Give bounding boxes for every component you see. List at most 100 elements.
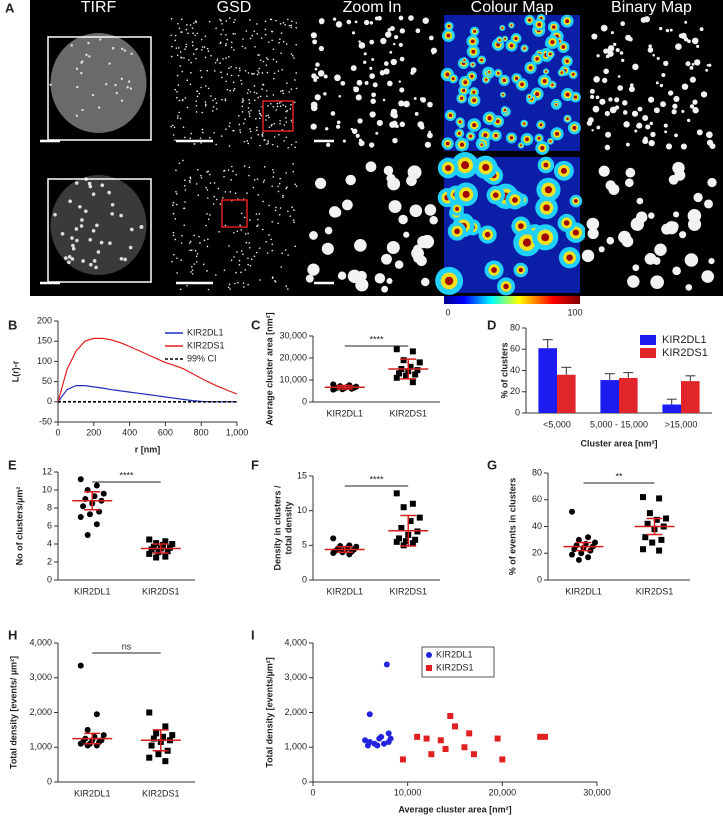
image-speck: [295, 185, 298, 188]
data-point: [416, 514, 423, 521]
image-speck: [268, 116, 270, 119]
image-speck: [75, 67, 79, 71]
image-speck: [257, 194, 260, 196]
image-speck: [342, 199, 353, 211]
image-speck: [178, 27, 181, 30]
image-speck: [271, 185, 273, 188]
image-speck: [268, 41, 270, 43]
image-speck: [187, 32, 189, 35]
image-speck: [267, 114, 269, 117]
data-point: [100, 732, 107, 739]
image-speck: [324, 226, 333, 235]
image-speck: [180, 242, 183, 244]
image-speck: [253, 91, 256, 94]
image-speck: [685, 61, 691, 67]
x-tick-label: KIR2DL1: [74, 788, 111, 798]
image-speck: [276, 105, 279, 108]
x-tick-label: 200: [86, 427, 101, 437]
image-speck: [285, 110, 287, 113]
image-speck: [232, 21, 235, 24]
legend-label: KIR2DS1: [436, 662, 474, 672]
image-speck: [200, 177, 203, 179]
image-speck: [243, 286, 245, 288]
x-tick-label: KIR2DS1: [142, 586, 180, 596]
image-speck: [590, 94, 595, 100]
data-point: [162, 553, 169, 560]
data-point: [461, 744, 468, 751]
image-speck: [371, 92, 377, 98]
heat-blob: [573, 95, 578, 99]
label-mask: [0, 14, 30, 296]
image-speck: [325, 127, 329, 131]
data-point: [393, 490, 400, 497]
image-speck: [312, 39, 318, 45]
image-speck: [217, 187, 220, 190]
image-speck: [681, 83, 689, 90]
image-speck: [285, 121, 288, 123]
image-speck: [276, 102, 279, 105]
image-speck: [239, 129, 241, 131]
heat-blob: [472, 98, 476, 103]
image-speck: [634, 129, 638, 133]
image-speck: [258, 112, 261, 115]
image-speck: [605, 131, 612, 138]
image-speck: [587, 227, 599, 240]
image-speck: [693, 192, 703, 203]
heat-blob: [462, 88, 466, 93]
data-point: [437, 737, 444, 744]
image-speck: [210, 95, 212, 97]
data-point: [575, 556, 582, 563]
data-point: [400, 357, 407, 364]
image-speck: [353, 86, 360, 93]
data-point: [93, 482, 100, 489]
image-speck: [119, 213, 123, 218]
data-point: [153, 730, 160, 737]
data-point: [414, 733, 421, 740]
image-speck: [223, 175, 225, 178]
y-tick-label: 6: [47, 520, 52, 530]
image-speck: [200, 174, 202, 177]
image-speck: [207, 218, 210, 221]
data-point: [150, 735, 157, 742]
image-speck: [107, 190, 111, 195]
image-speck: [71, 243, 75, 248]
image-speck: [211, 110, 214, 112]
data-point: [169, 732, 176, 739]
legend-label: KIR2DS1: [187, 340, 225, 350]
image-speck: [207, 87, 210, 90]
image-speck: [171, 260, 173, 263]
significance-label: ****: [369, 474, 384, 484]
image-speck: [239, 69, 241, 72]
heat-blob: [502, 78, 506, 82]
image-speck: [275, 19, 277, 22]
image-speck: [189, 137, 192, 140]
image-speck: [228, 67, 230, 69]
data-point: [649, 539, 656, 546]
data-point: [153, 554, 160, 561]
image-speck: [595, 95, 600, 100]
y-tick-label: 150: [37, 336, 52, 346]
image-speck: [285, 172, 288, 174]
image-speck: [602, 77, 608, 84]
legend-label: KIR2DL1: [436, 649, 473, 659]
image-speck: [289, 215, 292, 217]
heat-blob: [520, 82, 524, 87]
image-speck: [263, 179, 266, 182]
legend-label: KIR2DL1: [662, 334, 707, 346]
image-speck: [680, 143, 687, 150]
image-speck: [214, 70, 216, 72]
image-speck: [271, 220, 274, 223]
image-speck: [617, 75, 621, 78]
image-speck: [398, 15, 404, 21]
data-point: [537, 733, 544, 740]
image-speck: [334, 74, 341, 82]
image-speck: [184, 136, 186, 139]
image-speck: [406, 175, 417, 187]
heat-blob: [544, 186, 553, 194]
image-speck: [295, 141, 297, 143]
image-speck: [608, 183, 620, 195]
image-speck: [238, 67, 241, 70]
image-speck: [212, 105, 215, 108]
image-speck: [281, 89, 284, 92]
image-speck: [283, 140, 285, 142]
